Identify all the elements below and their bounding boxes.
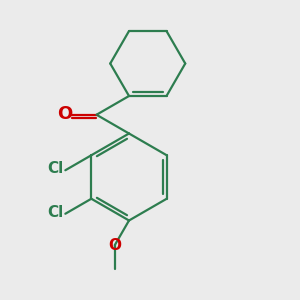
Text: Cl: Cl — [48, 161, 64, 176]
Text: O: O — [108, 238, 121, 253]
Text: O: O — [57, 105, 72, 122]
Text: Cl: Cl — [48, 205, 64, 220]
